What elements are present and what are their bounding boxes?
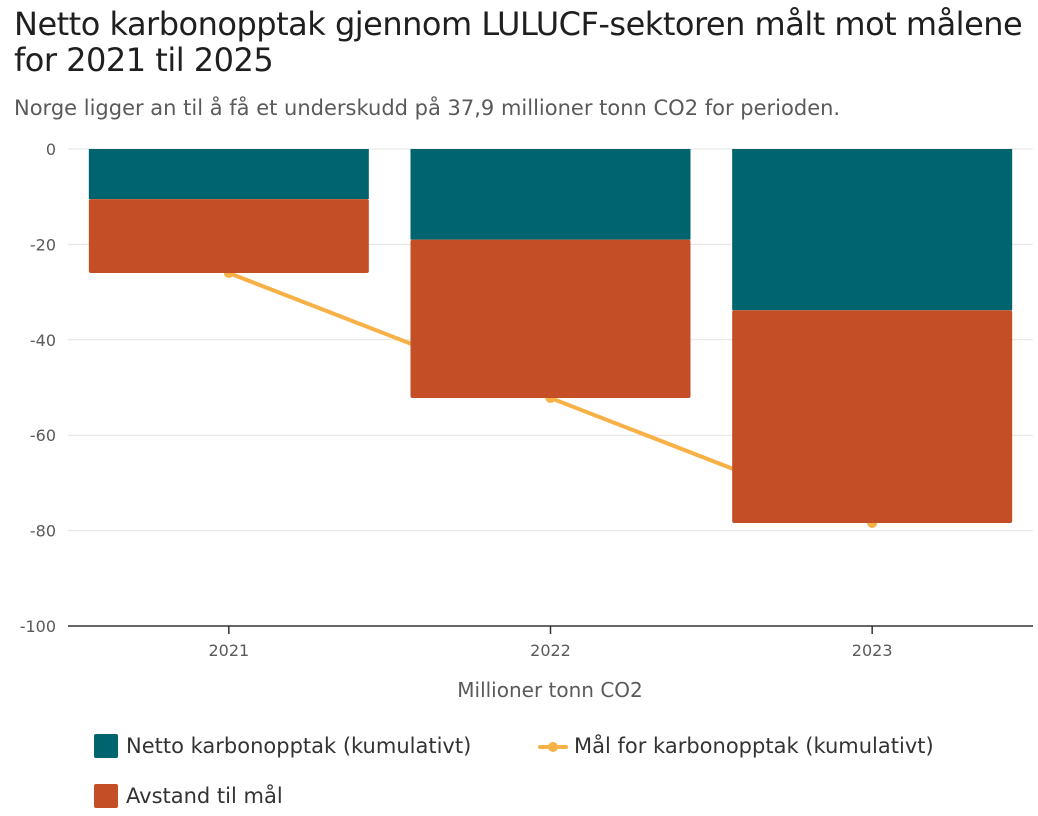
bar-netto: [732, 149, 1013, 311]
chart-title: Netto karbonopptak gjennom LULUCF-sektor…: [14, 5, 1023, 79]
x-tick-label: 2022: [530, 641, 571, 660]
y-tick-label: -100: [20, 617, 56, 636]
y-tick-label: -60: [30, 426, 56, 445]
x-tick-label: 2023: [852, 641, 893, 660]
x-axis: 2021 2022 2023: [68, 625, 1033, 660]
bars: [88, 149, 1013, 523]
legend-swatch-netto: [94, 734, 118, 758]
chart-subtitle: Norge ligger an til å få et underskudd p…: [14, 96, 841, 120]
legend-swatch-maal: [538, 734, 568, 758]
legend-label-maal: Mål for karbonopptak (kumulativt): [574, 734, 934, 758]
legend-label-netto: Netto karbonopptak (kumulativt): [126, 734, 472, 758]
legend-item-avstand[interactable]: Avstand til mål: [94, 784, 283, 808]
bar-avstand: [88, 199, 369, 274]
legend-swatch-avstand: [94, 784, 118, 808]
bar-netto: [88, 149, 369, 200]
y-tick-label: -80: [30, 522, 56, 541]
y-tick-label: -20: [30, 235, 56, 254]
legend-item-maal[interactable]: Mål for karbonopptak (kumulativt): [538, 734, 934, 758]
y-tick-label: -40: [30, 331, 56, 350]
bar-avstand: [732, 310, 1013, 523]
bar-avstand: [410, 239, 691, 398]
y-axis-ticks: 0 -20 -40 -60 -80 -100: [20, 140, 56, 636]
legend-item-netto[interactable]: Netto karbonopptak (kumulativt): [94, 734, 471, 758]
x-axis-title: Millioner tonn CO2: [457, 678, 643, 702]
legend-label-avstand: Avstand til mål: [126, 784, 283, 808]
x-tick-label: 2021: [208, 641, 249, 660]
y-tick-label: 0: [46, 140, 56, 159]
bar-netto: [410, 149, 691, 240]
chart-canvas: 0 -20 -40 -60 -80 -100 2021 2022 2023 Millioner…: [20, 140, 1033, 702]
